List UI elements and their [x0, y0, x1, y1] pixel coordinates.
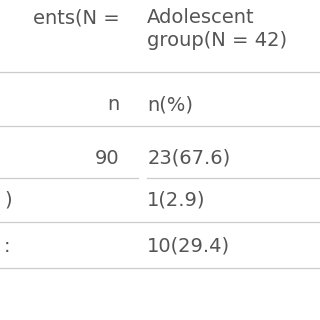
- Text: 10(29.4): 10(29.4): [147, 236, 230, 255]
- Text: 90: 90: [95, 148, 120, 167]
- Text: n: n: [107, 95, 120, 115]
- Text: 23(67.6): 23(67.6): [147, 148, 230, 167]
- Text: n(%): n(%): [147, 95, 193, 115]
- Text: ents(N =: ents(N =: [33, 8, 120, 27]
- Text: ): ): [4, 190, 12, 210]
- Text: 1(2.9): 1(2.9): [147, 190, 206, 210]
- Text: :: :: [4, 236, 11, 255]
- Text: Adolescent
group(N = 42): Adolescent group(N = 42): [147, 8, 287, 50]
